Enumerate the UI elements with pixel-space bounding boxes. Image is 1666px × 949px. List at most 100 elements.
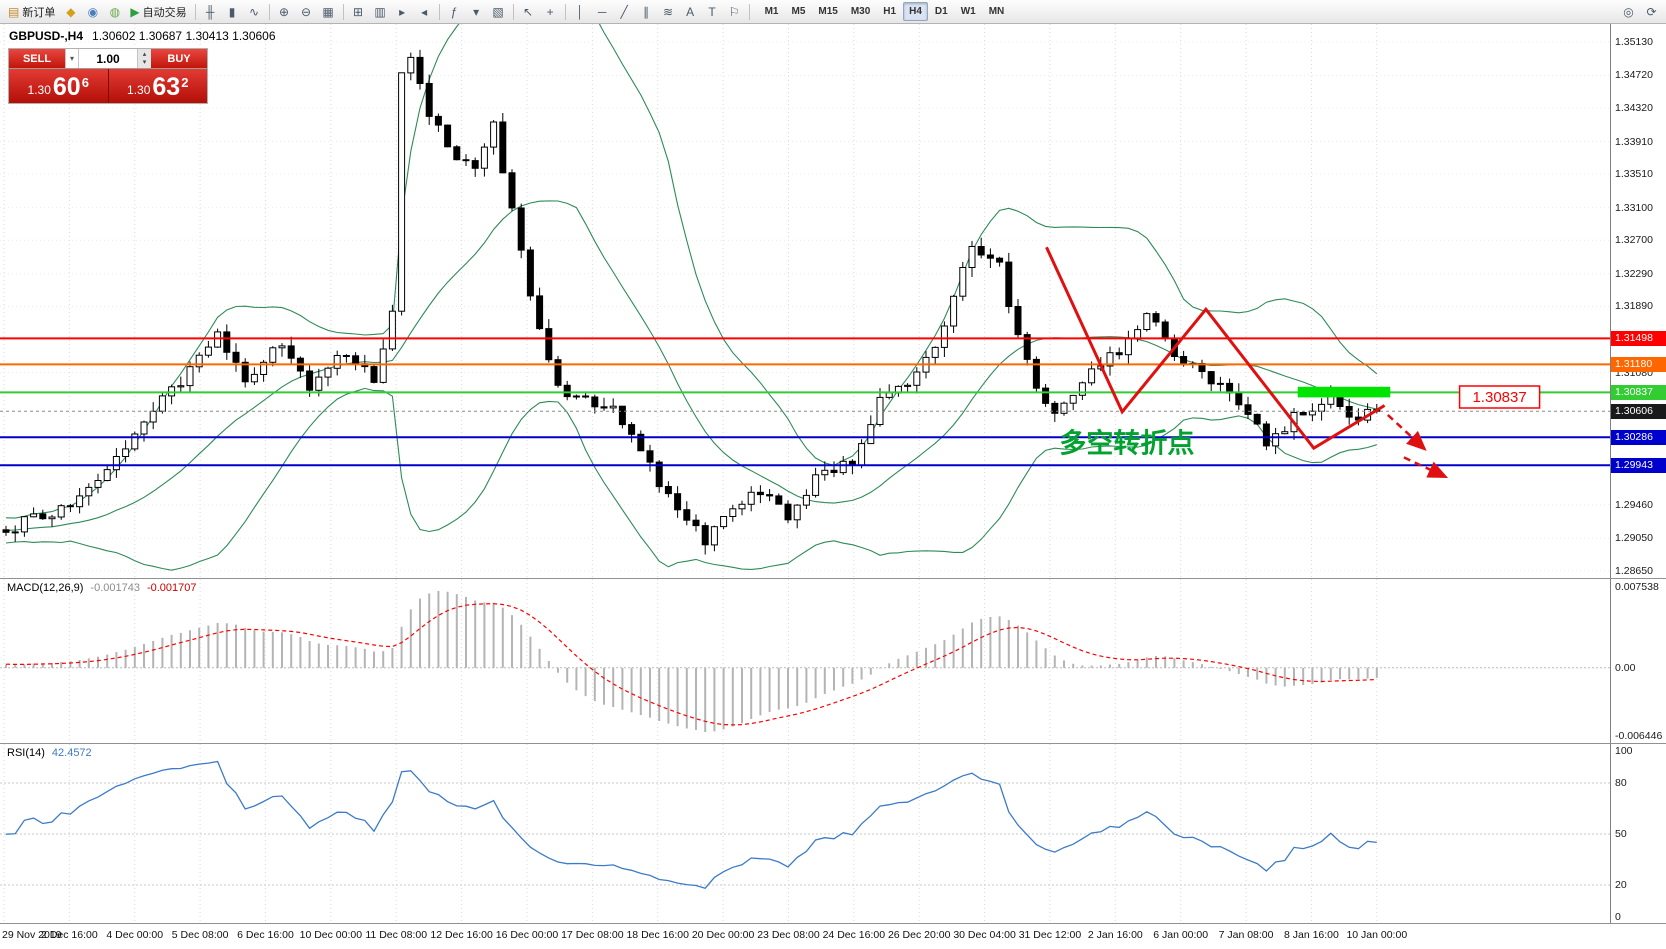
volume-stepper[interactable]: ▴ ▾ (137, 49, 151, 68)
cursor-icon-icon: ↖ (523, 4, 534, 19)
buy-price-big: 63 (152, 73, 181, 101)
templates-icon[interactable]: ▧ (488, 2, 509, 22)
price-axis-label: 1.29460 (1615, 498, 1653, 511)
buy-price-button[interactable]: 1.30 63 2 (108, 69, 207, 103)
zoom-out-icon[interactable]: ⊖ (296, 2, 317, 22)
buy-button[interactable]: BUY (151, 49, 207, 68)
community-icon-icon: ◍ (109, 4, 121, 19)
indicators-icon[interactable]: ƒ (444, 2, 465, 22)
rsi-name: RSI(14) (7, 747, 45, 759)
timeframe-h4-button[interactable]: H4 (903, 2, 928, 21)
volume-dropdown-button[interactable]: ▾ (65, 49, 79, 68)
arrows-tool-icon[interactable]: ⚐ (724, 2, 745, 22)
chart-shift-icon[interactable]: ◂ (414, 2, 435, 22)
refresh-icon[interactable]: ⟳ (1641, 2, 1662, 22)
buy-price-prefix: 1.30 (127, 82, 151, 97)
auto-scroll-icon[interactable]: ▸ (392, 2, 413, 22)
search-icon-icon: ◎ (1623, 4, 1634, 19)
timeframe-m30-button[interactable]: M30 (850, 6, 871, 17)
timeframe-m15-button[interactable]: M15 (818, 6, 838, 17)
price-chart-pane: 多空转折点 1.30837 GBPUSD-,H4 1.30602 1.30687 … (0, 24, 1666, 579)
text-label-icon[interactable]: T (702, 2, 723, 22)
trendline-icon[interactable]: ╱ (614, 2, 635, 22)
trend-zigzag[interactable] (1045, 246, 1386, 451)
price-chart-canvas[interactable]: 多空转折点 1.30837 (0, 24, 1610, 579)
text-icon[interactable]: A (680, 2, 701, 22)
timeframe-m1-button[interactable]: M1 (764, 6, 779, 17)
bar-chart-icon[interactable]: ╫ (200, 2, 221, 22)
new-order-button[interactable]: ▤ 新订单 (4, 2, 59, 22)
time-axis-label: 4 Dec 00:00 (106, 929, 164, 941)
price-axis-label: 1.34720 (1615, 69, 1653, 82)
metaeditor-icon[interactable]: ◆ (60, 2, 81, 22)
chart-title: GBPUSD-,H4 1.30602 1.30687 1.30413 1.306… (9, 29, 276, 43)
trendline-icon-icon: ╱ (620, 4, 628, 19)
macd-canvas[interactable] (0, 579, 1610, 744)
market-icon-icon: ◉ (87, 4, 99, 19)
timeframe-mn-button[interactable]: MN (988, 6, 1005, 17)
time-axis-label: 2 Dec 16:00 (41, 929, 98, 941)
price-axis-label: 1.32290 (1615, 267, 1653, 280)
volume-input[interactable] (79, 49, 137, 68)
templates-icon-icon: ▧ (492, 4, 504, 19)
price-tag-box[interactable] (1458, 385, 1541, 409)
chart-symbol: GBPUSD-,H4 (9, 29, 84, 43)
time-axis-label: 10 Dec 00:00 (299, 929, 363, 941)
candlestick-chart-icon[interactable]: ▮ (222, 2, 243, 22)
timeframe-w1-button[interactable]: W1 (960, 6, 976, 17)
price-level-tag: 1.30837 (1611, 384, 1666, 400)
toolbar-divider (438, 3, 440, 20)
crosshair-icon-icon: + (546, 4, 554, 19)
vertical-line-icon[interactable]: │ (570, 2, 591, 22)
refresh-icon-icon: ⟳ (1646, 4, 1657, 19)
new-order-icon: ▤ (8, 4, 20, 19)
timeframe-h1-button[interactable]: H1 (883, 6, 897, 17)
pivot-point-text[interactable]: 多空转折点 (1059, 428, 1194, 459)
toolbar-divider (512, 3, 514, 20)
forecast-arrow-1[interactable] (1386, 413, 1427, 451)
line-chart-icon[interactable]: ∿ (244, 2, 265, 22)
time-axis-label: 12 Dec 16:00 (430, 929, 493, 941)
sell-price-button[interactable]: 1.30 60 6 (9, 69, 108, 103)
zoom-in-icon[interactable]: ⊕ (274, 2, 295, 22)
time-axis-label: 8 Jan 16:00 (1283, 929, 1339, 941)
price-level-tag: 1.31498 (1611, 330, 1666, 346)
horizontal-line-icon[interactable]: ─ (592, 2, 613, 22)
price-axis-label: 1.34320 (1615, 102, 1653, 115)
sell-price-pipette: 6 (81, 75, 89, 90)
stepper-down-icon: ▾ (142, 58, 147, 66)
tile-windows-icon-icon: ▦ (322, 4, 334, 19)
green-zone-rectangle[interactable] (1297, 386, 1391, 398)
candlestick-series (2, 49, 1381, 555)
timeframe-m5-button[interactable]: M5 (791, 6, 806, 17)
periods-icon[interactable]: ▾ (466, 2, 487, 22)
candlestick-chart-icon-icon: ▮ (228, 4, 236, 19)
profiles-icon[interactable]: ▥ (370, 2, 391, 22)
search-icon[interactable]: ◎ (1618, 2, 1639, 22)
fibonacci-icon[interactable]: ≋ (658, 2, 679, 22)
autotrading-icon: ▶ (130, 4, 140, 19)
sell-button[interactable]: SELL (9, 49, 65, 68)
tile-windows-icon[interactable]: ▦ (318, 2, 339, 22)
price-tag-text: 1.30837 (1472, 389, 1526, 406)
market-icon[interactable]: ◉ (82, 2, 103, 22)
rsi-axis-label: 100 (1615, 745, 1633, 757)
new-chart-icon[interactable]: ⊞ (348, 2, 369, 22)
cursor-icon[interactable]: ↖ (518, 2, 539, 22)
new-order-button-label: 新订单 (22, 6, 56, 19)
toolbar-divider (194, 3, 196, 20)
timeframe-d1-button[interactable]: D1 (934, 6, 948, 17)
channel-icon[interactable]: ∥ (636, 2, 657, 22)
forecast-arrow-2[interactable] (1403, 456, 1449, 479)
autotrading-button[interactable]: ▶ 自动交易 (126, 2, 190, 22)
time-axis-label: 26 Dec 20:00 (887, 929, 951, 941)
time-axis-label: 5 Dec 08:00 (171, 929, 229, 941)
community-icon[interactable]: ◍ (104, 2, 125, 22)
rsi-canvas[interactable] (0, 744, 1610, 924)
crosshair-icon[interactable]: + (540, 2, 561, 22)
rsi-axis: 100 80 50 20 0 (1610, 744, 1666, 923)
price-axis-label: 1.32700 (1615, 234, 1653, 247)
line-chart-icon-icon: ∿ (249, 4, 260, 19)
time-axis-label: 23 Dec 08:00 (757, 929, 820, 941)
rsi-value: 42.4572 (51, 747, 92, 759)
